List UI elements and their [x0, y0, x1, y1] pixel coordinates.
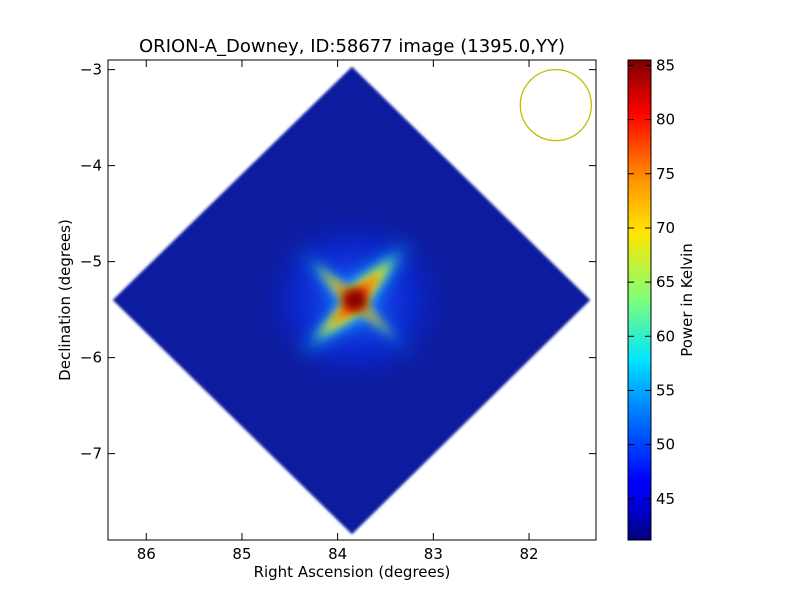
y-tick-label: −5: [80, 253, 102, 271]
colorbar-ticks: 45 50 55 60 65 70 75 80 85: [628, 56, 675, 508]
heatmap-image: [112, 66, 591, 535]
plot-frame: [107, 59, 597, 541]
colorbar-gradient: [627, 59, 652, 541]
colorbar: 45 50 55 60 65 70 75 80 85 Power in Kelvin: [627, 56, 696, 541]
source-peak: [341, 288, 368, 312]
colorbar-tick-label: 75: [656, 165, 675, 183]
y-tick-label: −7: [80, 445, 102, 463]
colorbar-tick-label: 45: [656, 490, 675, 508]
colorbar-label: Power in Kelvin: [678, 243, 696, 357]
y-tick-label: −3: [80, 61, 102, 79]
bright-source: [254, 208, 455, 392]
y-tick-label: −6: [80, 349, 102, 367]
x-axis: 86 85 84 83 82: [137, 60, 539, 563]
colorbar-tick-label: 80: [656, 111, 675, 129]
x-tick-label: 82: [519, 545, 538, 563]
beam-circle: [519, 68, 592, 142]
colorbar-tick-label: 55: [656, 381, 675, 399]
x-tick-label: 85: [232, 545, 251, 563]
chart-title: ORION-A_Downey, ID:58677 image (1395.0,Y…: [139, 36, 565, 57]
colorbar-tick-label: 70: [656, 219, 675, 237]
x-axis-label: Right Ascension (degrees): [254, 563, 451, 581]
y-axis-label: Declination (degrees): [56, 219, 74, 381]
colorbar-tick-label: 50: [656, 436, 675, 454]
colorbar-tick-label: 85: [656, 56, 675, 74]
colorbar-tick-label: 65: [656, 273, 675, 291]
y-axis: −3 −4 −5 −6 −7: [80, 61, 596, 463]
x-tick-label: 83: [424, 545, 443, 563]
y-tick-label: −4: [80, 157, 102, 175]
colorbar-tick-label: 60: [656, 327, 675, 345]
x-tick-label: 86: [137, 545, 156, 563]
x-tick-label: 84: [328, 545, 347, 563]
